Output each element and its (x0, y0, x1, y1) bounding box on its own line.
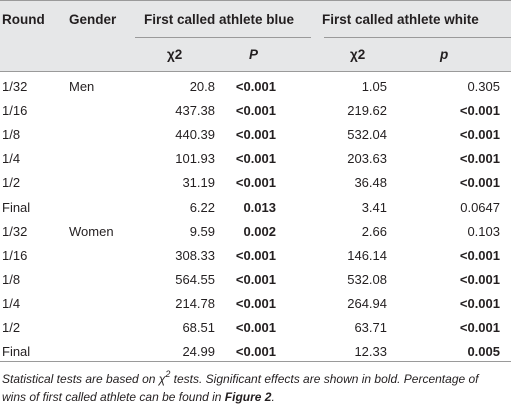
cell-chi2-blue: 308.33 (175, 248, 215, 263)
caption-superscript: 2 (165, 369, 171, 379)
header-gender: Gender (69, 12, 117, 27)
cell-p-blue: <0.001 (235, 272, 276, 287)
caption-text-2: tests. Significant effects are shown in … (2, 372, 479, 404)
cell-chi2-white: 532.04 (347, 127, 387, 142)
cell-chi2-white: 36.48 (354, 175, 387, 190)
cell-p-white: <0.001 (459, 175, 500, 190)
cell-chi2-white: 203.63 (347, 151, 387, 166)
cell-p-blue: <0.001 (235, 151, 276, 166)
cell-chi2-blue: 6.22 (189, 200, 215, 215)
header-first-called-white: First called athlete white (322, 12, 479, 27)
cell-p-blue: <0.001 (235, 344, 276, 359)
cell-round: 1/4 (2, 296, 21, 311)
cell-chi2-white: 1.05 (361, 79, 387, 94)
cell-gender: Women (69, 224, 114, 239)
cell-chi2-white: 146.14 (347, 248, 387, 263)
cell-chi2-white: 532.08 (347, 272, 387, 287)
cell-chi2-white: 3.41 (361, 200, 387, 215)
cell-round: 1/4 (2, 151, 21, 166)
cell-p-white: <0.001 (459, 127, 500, 142)
caption-text-3: . (271, 390, 275, 404)
table-header-band (0, 0, 511, 71)
cell-p-white: 0.305 (467, 79, 500, 94)
cell-gender: Men (69, 79, 95, 94)
table-caption: Statistical tests are based on χ2 tests.… (2, 370, 502, 406)
header-chi2-blue: χ2 (167, 47, 183, 62)
cell-p-white: <0.001 (459, 272, 500, 287)
cell-chi2-blue: 20.8 (189, 79, 215, 94)
cell-round: 1/2 (2, 175, 21, 190)
cell-chi2-blue: 68.51 (182, 320, 215, 335)
blue-group-rule (135, 37, 311, 38)
cell-round: 1/8 (2, 127, 21, 142)
cell-chi2-white: 219.62 (347, 103, 387, 118)
white-group-rule (324, 37, 511, 38)
header-round: Round (2, 12, 45, 27)
cell-p-white: 0.103 (467, 224, 500, 239)
cell-chi2-blue: 101.93 (175, 151, 215, 166)
cell-chi2-blue: 214.78 (175, 296, 215, 311)
cell-chi2-blue: 24.99 (182, 344, 215, 359)
header-chi2-white: χ2 (350, 47, 366, 62)
cell-chi2-white: 2.66 (361, 224, 387, 239)
top-rule (0, 0, 511, 1)
cell-round: Final (2, 200, 31, 215)
cell-p-blue: <0.001 (235, 127, 276, 142)
figure-reference-link[interactable]: Figure 2 (224, 390, 272, 404)
bottom-rule (0, 361, 511, 362)
cell-round: 1/16 (2, 248, 28, 263)
cell-p-white: <0.001 (459, 320, 500, 335)
cell-p-blue: <0.001 (235, 79, 276, 94)
cell-p-blue: 0.013 (243, 200, 276, 215)
cell-p-white: 0.005 (467, 344, 500, 359)
cell-chi2-blue: 440.39 (175, 127, 215, 142)
cell-round: 1/16 (2, 103, 28, 118)
header-bottom-rule (0, 71, 511, 72)
cell-round: 1/2 (2, 320, 21, 335)
cell-p-white: <0.001 (459, 248, 500, 263)
cell-p-blue: <0.001 (235, 296, 276, 311)
cell-round: 1/32 (2, 224, 28, 239)
cell-round: 1/32 (2, 79, 28, 94)
cell-p-white: <0.001 (459, 296, 500, 311)
cell-p-white: 0.0647 (460, 200, 500, 215)
cell-p-white: <0.001 (459, 103, 500, 118)
header-p-white: p (440, 47, 449, 62)
cell-chi2-blue: 9.59 (189, 224, 215, 239)
cell-p-blue: <0.001 (235, 103, 276, 118)
header-first-called-blue: First called athlete blue (144, 12, 295, 27)
cell-chi2-white: 63.71 (354, 320, 387, 335)
cell-p-blue: 0.002 (243, 224, 276, 239)
cell-chi2-blue: 31.19 (182, 175, 215, 190)
cell-p-blue: <0.001 (235, 175, 276, 190)
cell-p-blue: <0.001 (235, 320, 276, 335)
cell-chi2-white: 12.33 (354, 344, 387, 359)
cell-round: Final (2, 344, 31, 359)
cell-p-white: <0.001 (459, 151, 500, 166)
cell-round: 1/8 (2, 272, 21, 287)
cell-chi2-blue: 437.38 (175, 103, 215, 118)
cell-chi2-white: 264.94 (347, 296, 387, 311)
caption-text-1: Statistical tests are based on χ (2, 372, 166, 386)
header-p-blue: P (249, 47, 259, 62)
cell-p-blue: <0.001 (235, 248, 276, 263)
cell-chi2-blue: 564.55 (175, 272, 215, 287)
